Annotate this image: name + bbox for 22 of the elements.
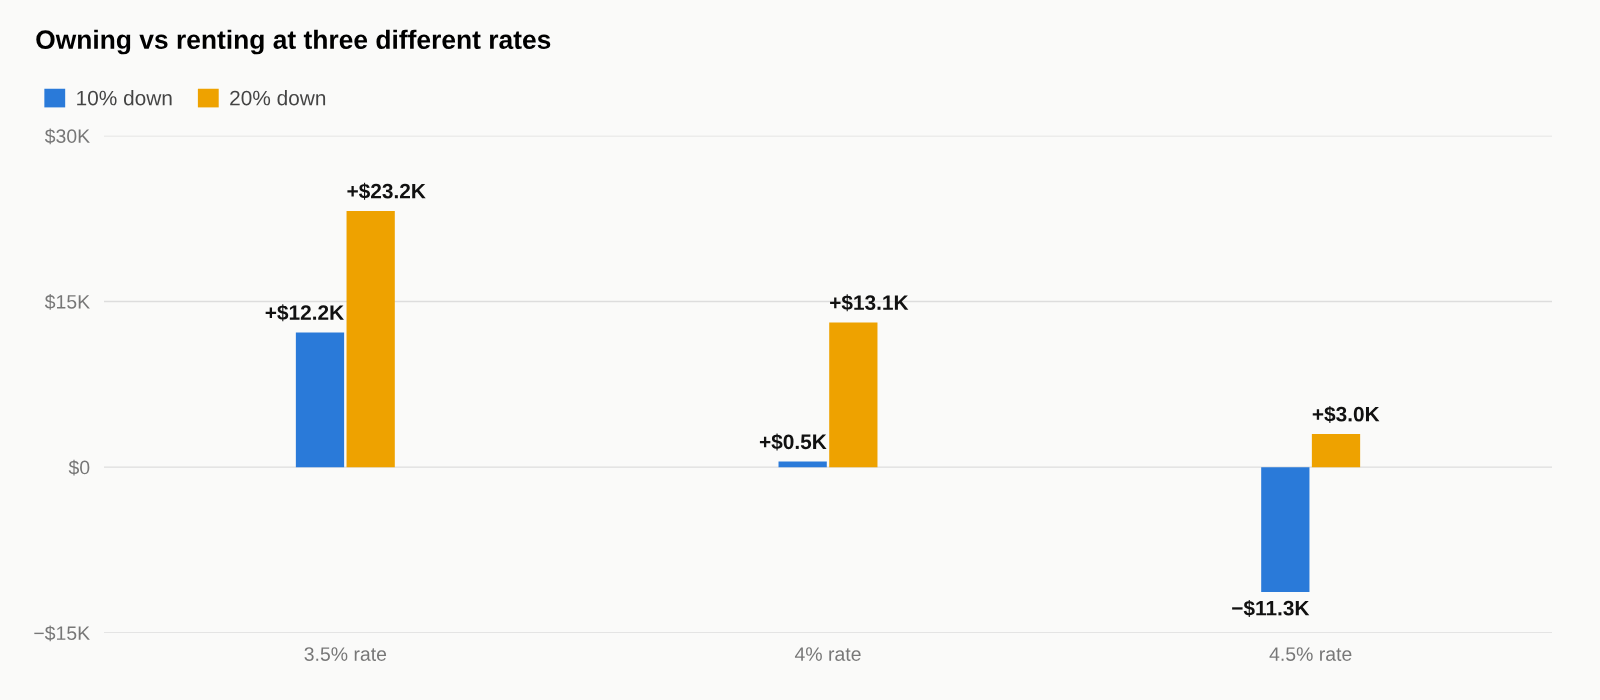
legend-label: 20% down: [230, 90, 326, 106]
data-label: +$3.0K: [1312, 405, 1380, 423]
bar: [778, 461, 827, 468]
bar: [346, 210, 395, 468]
x-tick-label: 4% rate: [794, 647, 861, 661]
x-tick-label: 4.5% rate: [1269, 647, 1352, 661]
y-tick-label: $0: [68, 459, 90, 476]
data-label: +$23.2K: [347, 182, 426, 200]
y-tick-label: $15K: [44, 294, 90, 310]
data-label: +$13.1K: [830, 294, 909, 312]
x-tick-label: 3.5% rate: [304, 647, 387, 661]
y-tick-label: −$15K: [34, 625, 90, 642]
chart-title: Owning vs renting at three different rates: [36, 29, 551, 55]
legend-label: 10% down: [77, 90, 172, 106]
bar: [829, 322, 878, 468]
data-label: +$0.5K: [759, 433, 827, 451]
bar: [1261, 467, 1310, 592]
data-label: −$11.3K: [1232, 599, 1310, 617]
data-label: +$12.2K: [265, 304, 344, 322]
bar: [295, 332, 345, 468]
y-tick-label: $30K: [44, 128, 90, 145]
bar: [1311, 434, 1361, 468]
